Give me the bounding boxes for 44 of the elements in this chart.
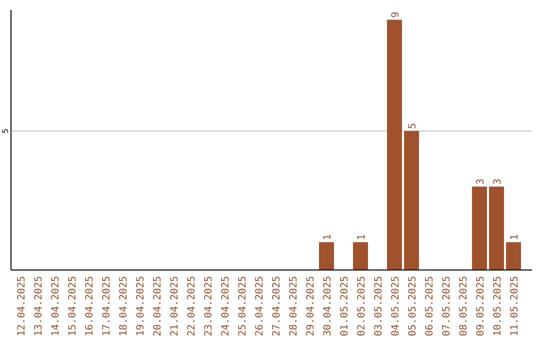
data-label: 1 [510,234,520,240]
bar [353,242,368,270]
x-tick-label: 04.05.2025 [390,276,402,336]
x-tick-label: 14.04.2025 [50,276,62,336]
x-tick-label: 21.04.2025 [170,276,180,336]
bar [319,242,334,270]
x-tick-label: 20.04.2025 [152,276,164,336]
x-tick-label: 10.05.2025 [492,276,504,336]
bar [506,242,521,270]
x-tick-label: 18.04.2025 [118,276,130,336]
x-tick-label: 05.05.2025 [408,276,418,336]
x-tick-label: 08.05.2025 [458,276,470,336]
x-tick-label: 17.04.2025 [102,276,112,336]
x-tick-label: 26.04.2025 [254,276,266,336]
x-tick-label: 16.04.2025 [84,276,96,336]
x-tick-label: 03.05.2025 [374,276,384,336]
data-label: 3 [492,178,504,185]
x-tick-label: 29.04.2025 [306,276,316,336]
bar [387,20,402,270]
x-tick-label: 27.04.2025 [272,276,282,336]
data-label: 5 [408,122,418,129]
x-tick-label: 02.05.2025 [356,276,368,336]
x-tick-label: 25.04.2025 [238,276,248,336]
x-tick-label: 24.04.2025 [220,276,232,336]
bar [489,186,504,270]
data-label: 1 [356,234,368,240]
x-tick-label: 06.05.2025 [424,276,436,336]
x-tick-label: 28.04.2025 [288,276,300,336]
x-tick-label: 07.05.2025 [442,276,452,336]
x-tick-label: 09.05.2025 [476,276,486,336]
x-tick-label: 01.05.2025 [340,276,350,336]
x-tick-label: 12.04.2025 [16,276,28,336]
bar [472,186,487,270]
x-tick-label: 13.04.2025 [34,276,44,336]
x-tick-label: 23.04.2025 [204,276,214,336]
data-label: 1 [322,234,334,240]
data-label: 3 [476,178,486,185]
x-tick-label: 19.04.2025 [136,276,146,336]
x-tick-label: 22.04.2025 [186,276,198,336]
x-tick-label: 11.05.2025 [510,276,520,336]
x-tick-label: 30.04.2025 [322,276,334,336]
x-tick-label: 15.04.2025 [68,276,78,336]
data-label: 9 [390,12,402,18]
bar [404,130,419,270]
